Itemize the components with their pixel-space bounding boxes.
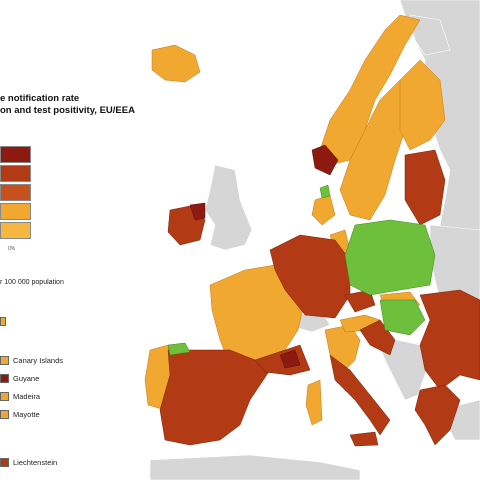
uk [204,164,253,251]
denmark [311,194,336,226]
green-regions [167,184,436,356]
legend-item: Madeira [0,391,90,402]
spain [159,349,271,446]
dark-red-regions [189,144,339,369]
norway-north [409,14,451,56]
legend-scale [0,146,31,241]
legend-swatch [0,356,9,365]
legend-swatch [0,458,9,467]
legend-swatch [0,392,9,401]
oslo-region [311,144,339,176]
spain-north [167,342,191,356]
czechia [344,289,376,313]
italy [329,354,391,436]
belarus-ukraine [429,224,480,301]
legend-swatch [0,374,9,383]
benelux-germany [269,234,351,319]
italy-north [324,324,361,371]
legend-label: Madeira [13,392,41,401]
legend-swatch [0,165,31,182]
legend-swatch [0,222,31,239]
romania-bulgaria [419,289,480,391]
marseille-region [279,349,301,369]
sweden [339,79,411,221]
finland [399,59,446,151]
legend-label: Guyane [13,374,40,383]
legend-label: Canary Islands [13,356,64,365]
africa [149,454,361,480]
ireland-east [189,202,206,221]
legend-label: Mayotte [13,410,40,419]
red-regions [159,149,480,447]
slovakia-hungary [379,299,426,336]
legend-swatch [0,410,9,419]
title-line-1: e notification rate [0,93,80,104]
legend-label: Liechtenstein [13,458,58,467]
legend-item-liechtenstein: Liechtenstein [0,458,57,467]
map-title: e notification rate on and test positivi… [0,93,200,117]
population-note: r 100 000 population [0,279,64,286]
legend-item: Mayotte [0,409,90,420]
france [209,264,306,366]
legend-swatch [0,184,31,201]
iceland [151,44,201,83]
legend-item: Guyane [0,373,90,384]
corsica-sardinia [305,379,323,426]
greece [414,384,461,446]
legend-swatch [0,203,31,220]
denmark-island [319,184,331,199]
sicily [349,431,379,447]
poland [344,219,436,296]
legend-swatch [0,317,6,326]
legend-swatch [0,146,31,163]
legend-item: Canary Islands [0,355,90,366]
outermost-regions-legend: Canary Islands Guyane Madeira Mayotte [0,355,90,427]
title-line-2: on and test positivity, EU/EEA [0,105,135,116]
scale-note: 0% [8,246,16,252]
baltics [404,149,446,226]
